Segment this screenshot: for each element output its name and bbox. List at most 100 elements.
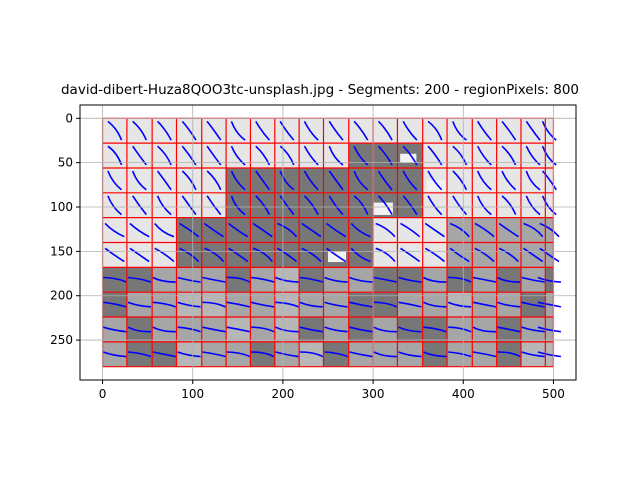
flow-line <box>476 170 492 191</box>
flow-line <box>156 145 172 166</box>
flow-line <box>472 326 496 333</box>
flow-line <box>377 170 393 191</box>
segment-region <box>348 242 374 268</box>
segment-region <box>274 143 300 168</box>
flow-line <box>541 195 557 216</box>
flow-line <box>127 326 152 333</box>
flow-line <box>299 276 324 283</box>
flow-line <box>299 326 323 333</box>
flow-line <box>252 247 273 263</box>
flow-line <box>497 351 521 358</box>
segment-region <box>545 143 554 168</box>
flow-line <box>525 120 541 141</box>
segment-region <box>472 242 497 268</box>
segment-region <box>102 167 127 193</box>
flow-line <box>400 247 421 263</box>
flow-line <box>103 301 127 308</box>
flow-line <box>541 145 557 166</box>
flow-line <box>373 326 397 333</box>
flow-line <box>326 222 347 238</box>
flow-line <box>521 276 545 283</box>
flow-line <box>498 222 519 238</box>
flow-line <box>107 195 123 216</box>
segment-region <box>176 341 202 367</box>
flow-line <box>423 351 447 358</box>
flow-line <box>279 170 295 191</box>
flow-line <box>474 222 495 238</box>
segment-region <box>102 217 127 243</box>
segment-region <box>397 317 423 342</box>
flow-line <box>275 351 299 358</box>
flow-line <box>177 351 201 358</box>
flow-line <box>255 195 271 215</box>
segment-region <box>226 341 251 367</box>
flow-line <box>472 301 497 308</box>
segment-region <box>176 167 202 193</box>
flow-line <box>539 222 560 238</box>
flow-line <box>448 351 472 358</box>
segment-region <box>126 167 153 193</box>
segment-region <box>373 317 398 342</box>
flow-line <box>156 170 172 191</box>
segment-region <box>299 167 324 193</box>
segment-region <box>373 118 398 144</box>
flow-line <box>301 222 322 238</box>
flow-line <box>350 222 371 238</box>
flow-line <box>226 276 251 283</box>
flow-line <box>279 120 295 141</box>
flow-line <box>328 195 344 216</box>
flow-line <box>521 351 545 358</box>
segment-region <box>323 341 349 367</box>
flow-line <box>202 301 226 308</box>
flow-line <box>154 222 175 238</box>
flow-line <box>277 222 298 238</box>
flow-line <box>523 247 544 263</box>
flow-line <box>226 301 250 308</box>
segment-region <box>274 217 300 243</box>
flow-line <box>377 195 393 216</box>
flow-line <box>501 195 517 215</box>
flow-line <box>525 145 541 166</box>
flow-line <box>427 170 443 191</box>
flow-line <box>250 301 275 308</box>
flow-line <box>202 351 226 358</box>
flow-line <box>103 276 127 283</box>
y-tick-label: 0 <box>65 111 73 125</box>
segment-region <box>201 242 227 268</box>
flow-line <box>228 222 249 238</box>
flow-line <box>349 326 373 333</box>
flow-line <box>251 326 275 333</box>
segment-region <box>299 143 324 168</box>
flow-line <box>204 247 225 263</box>
flow-line <box>324 326 348 333</box>
flow-line <box>230 145 246 166</box>
segment-region <box>152 267 177 293</box>
flow-line <box>181 195 197 216</box>
flow-line <box>537 276 561 283</box>
flow-line <box>521 301 545 308</box>
flow-line <box>328 170 344 191</box>
segment-region <box>545 217 554 243</box>
segment-region <box>348 267 374 293</box>
flow-line <box>501 120 517 141</box>
flow-line <box>452 145 468 166</box>
flow-line <box>255 170 271 191</box>
flow-line <box>448 276 472 283</box>
segment-region <box>250 192 275 218</box>
segment-region <box>152 317 177 342</box>
flow-line <box>206 170 222 191</box>
flow-line <box>303 120 319 141</box>
flow-line <box>132 120 148 141</box>
flow-line <box>303 145 319 166</box>
segment-region <box>323 267 349 293</box>
segment-region <box>226 118 251 144</box>
flow-line <box>152 351 176 358</box>
flow-line <box>424 247 445 263</box>
flow-line <box>448 326 472 333</box>
segment-region <box>274 267 300 293</box>
y-tick-label: 200 <box>50 289 73 303</box>
segment-region <box>201 167 227 193</box>
flow-line <box>102 351 127 358</box>
flow-line <box>398 351 422 358</box>
x-tick-label: 300 <box>362 387 385 401</box>
